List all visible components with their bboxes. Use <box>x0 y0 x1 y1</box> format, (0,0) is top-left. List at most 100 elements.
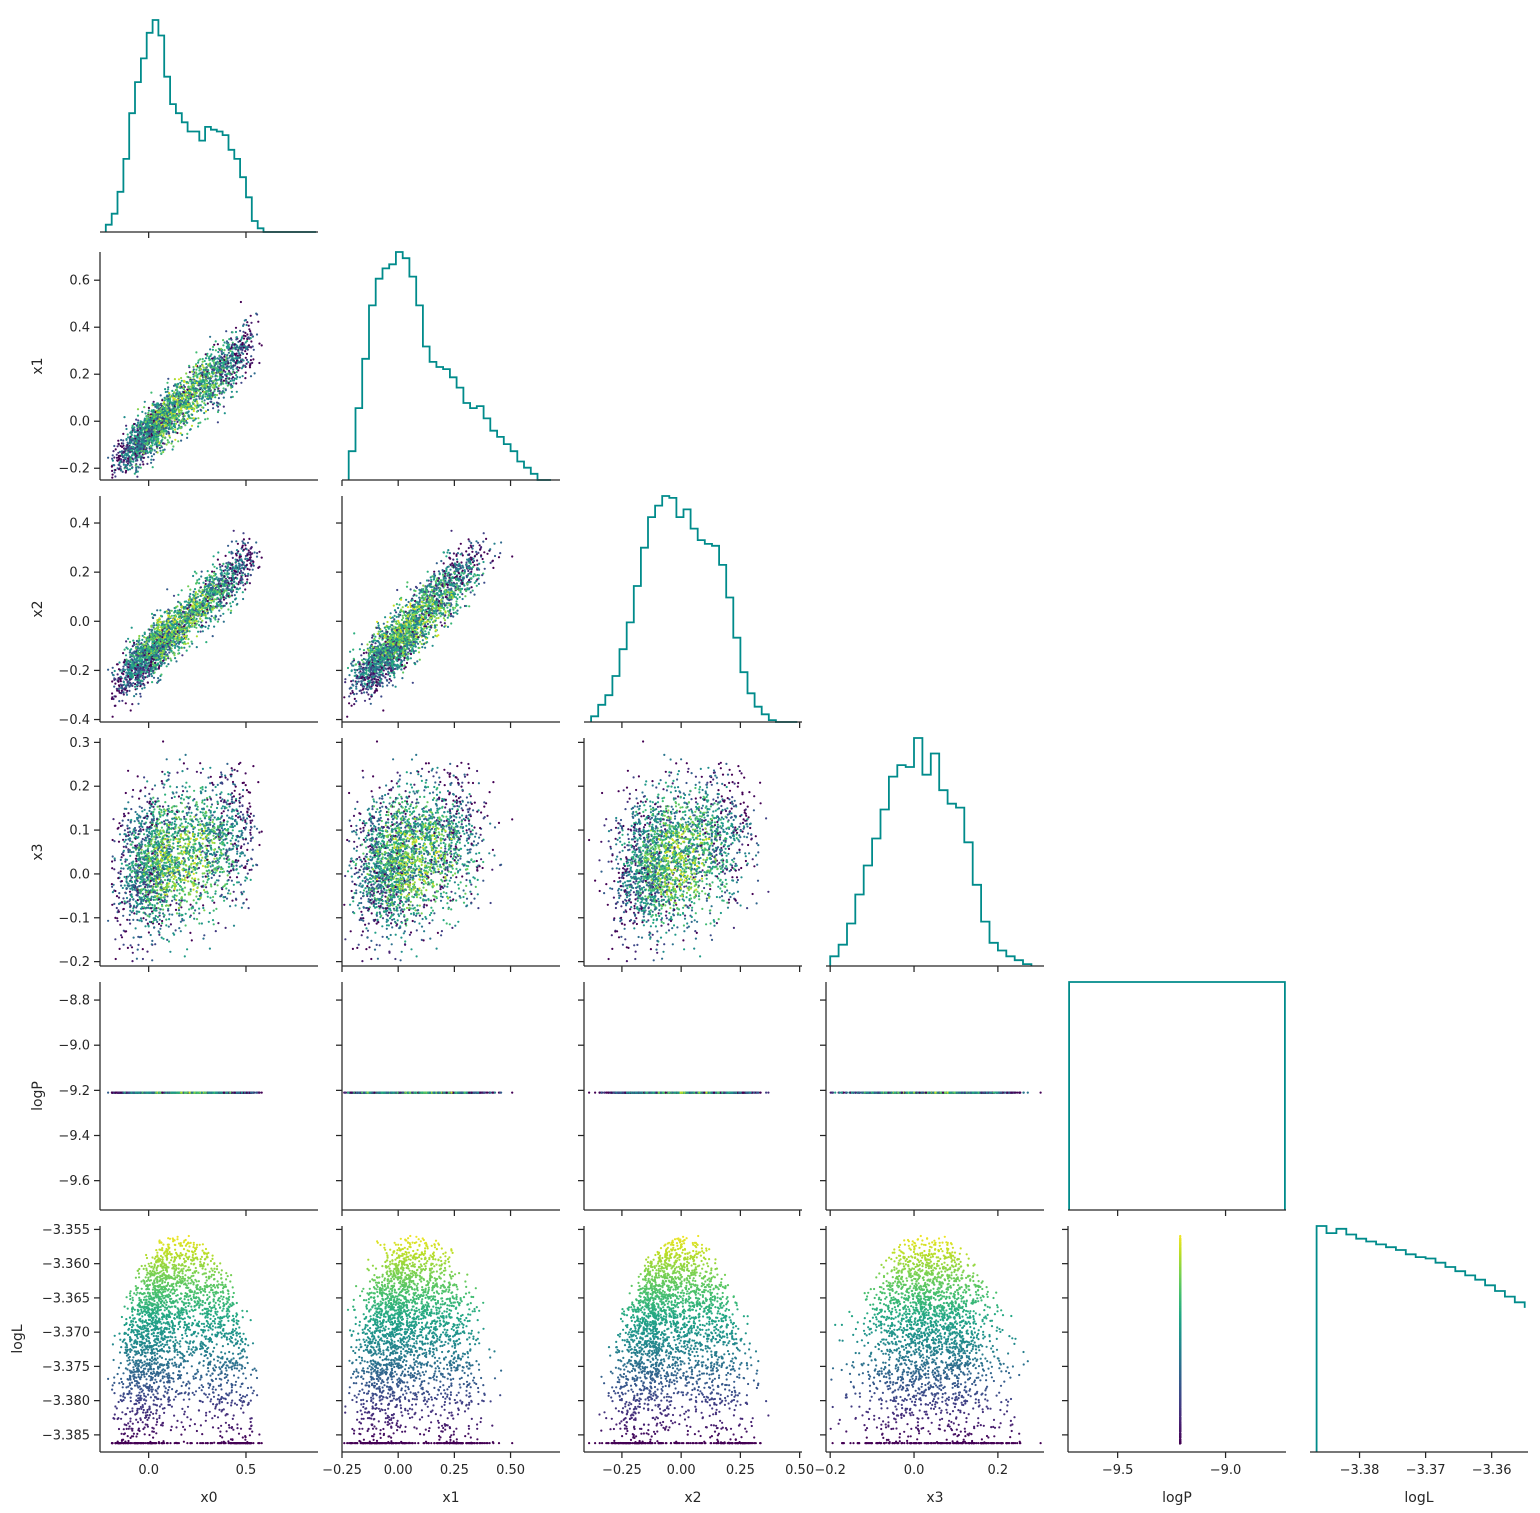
scatter-point <box>184 614 186 616</box>
scatter-point <box>152 431 154 433</box>
scatter-point <box>172 411 174 413</box>
scatter-point <box>231 346 233 348</box>
scatter-point <box>188 365 190 367</box>
scatter-point <box>138 444 140 446</box>
scatter-point <box>198 367 200 369</box>
scatter-point <box>177 428 179 430</box>
scatter-point <box>223 387 225 389</box>
scatter-point <box>191 641 193 643</box>
scatter-point <box>125 425 127 427</box>
scatter-point <box>225 382 227 384</box>
scatter-point <box>236 591 238 593</box>
scatter-point <box>217 621 219 623</box>
scatter-point <box>118 661 120 663</box>
scatter-point <box>212 346 214 348</box>
scatter-point <box>168 406 170 408</box>
scatter-point <box>256 313 258 315</box>
scatter-point <box>223 406 225 408</box>
scatter-point <box>231 386 233 388</box>
scatter-point <box>153 622 155 624</box>
scatter-point <box>153 624 155 626</box>
scatter-point <box>230 362 232 364</box>
scatter-point <box>206 609 208 611</box>
scatter-point <box>111 470 113 472</box>
scatter-point <box>116 454 118 456</box>
scatter-point <box>220 348 222 350</box>
scatter-point <box>136 454 138 456</box>
scatter-point <box>114 469 116 471</box>
scatter-point <box>115 448 117 450</box>
scatter-point <box>206 393 208 395</box>
scatter-point <box>217 351 219 353</box>
scatter-point <box>129 468 131 470</box>
scatter-point <box>237 347 239 349</box>
scatter-point <box>166 588 168 590</box>
scatter-point <box>243 538 245 540</box>
scatter-point <box>238 353 240 355</box>
scatter-point <box>186 396 188 398</box>
scatter-point <box>147 456 149 458</box>
scatter-point <box>246 321 248 323</box>
scatter-point <box>232 352 234 354</box>
scatter-point <box>227 362 229 364</box>
scatter-point <box>205 353 207 355</box>
scatter-point <box>248 325 250 327</box>
scatter-point <box>199 358 201 360</box>
scatter-point <box>188 386 190 388</box>
scatter-point <box>186 422 188 424</box>
scatter-point <box>156 423 158 425</box>
scatter-point <box>148 433 150 435</box>
scatter-point <box>180 407 182 409</box>
scatter-point <box>186 389 188 391</box>
scatter-point <box>181 614 183 616</box>
scatter-point <box>131 703 133 705</box>
scatter-point <box>137 434 139 436</box>
scatter-point <box>131 434 133 436</box>
scatter-point <box>196 407 198 409</box>
scatter-point <box>133 443 135 445</box>
scatter-point <box>125 654 127 656</box>
scatter-point <box>145 421 147 423</box>
scatter-point <box>150 452 152 454</box>
scatter-point <box>173 391 175 393</box>
scatter-point <box>198 578 200 580</box>
scatter-point <box>201 389 203 391</box>
scatter-point <box>213 402 215 404</box>
scatter-point <box>209 383 211 385</box>
scatter-point <box>180 377 182 379</box>
scatter-point <box>213 372 215 374</box>
scatter-point <box>258 362 260 364</box>
scatter-point <box>140 430 142 432</box>
scatter-point <box>222 613 224 615</box>
scatter-point <box>202 385 204 387</box>
scatter-point <box>141 427 143 429</box>
scatter-point <box>205 617 207 619</box>
scatter-point <box>207 402 209 404</box>
scatter-point <box>132 446 134 448</box>
scatter-point <box>135 444 137 446</box>
scatter-point <box>246 324 248 326</box>
scatter-point <box>169 658 171 660</box>
scatter-point <box>162 451 164 453</box>
scatter-point <box>210 398 212 400</box>
scatter-point <box>206 391 208 393</box>
scatter-point <box>144 632 146 634</box>
scatter-point <box>246 363 248 365</box>
scatter-point <box>145 412 147 414</box>
scatter-point <box>151 681 153 683</box>
scatter-point <box>251 362 253 364</box>
scatter-point <box>213 555 215 557</box>
scatter-point <box>181 589 183 591</box>
scatter-point <box>153 453 155 455</box>
scatter-point <box>112 454 114 456</box>
scatter-point <box>210 611 212 613</box>
scatter-point <box>219 403 221 405</box>
scatter-point <box>225 359 227 361</box>
scatter-point <box>236 368 238 370</box>
scatter-point <box>143 452 145 454</box>
scatter-point <box>240 570 242 572</box>
scatter-point <box>195 369 197 371</box>
scatter-point <box>120 445 122 447</box>
scatter-point <box>193 410 195 412</box>
scatter-point <box>220 380 222 382</box>
